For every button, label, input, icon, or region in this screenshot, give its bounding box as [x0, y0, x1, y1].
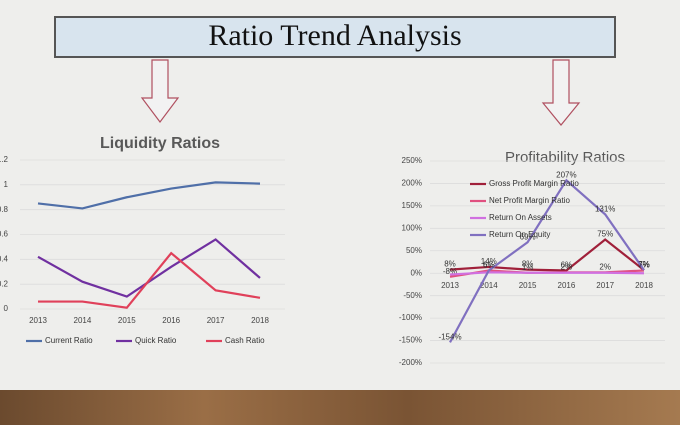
data-label: 6%: [483, 261, 495, 270]
x-tick-label: 2017: [596, 281, 614, 290]
data-label: 8%: [522, 260, 534, 269]
legend-label: Quick Ratio: [135, 336, 177, 345]
data-label: 69%: [520, 232, 536, 241]
y-tick-label: -150%: [399, 336, 422, 345]
chart-title: Profitability Ratios: [505, 149, 625, 166]
y-tick-label: 0.8: [0, 205, 9, 214]
y-tick-label: 0.6: [0, 230, 9, 239]
x-tick-label: 2014: [480, 281, 498, 290]
data-label: 14%: [481, 257, 497, 266]
series-line: [449, 271, 645, 276]
data-label: 1%: [522, 263, 534, 272]
x-tick-label: 2016: [162, 316, 180, 325]
data-label: 2%: [599, 262, 611, 271]
data-label: 207%: [556, 170, 576, 179]
arrow: [541, 59, 581, 126]
legend-label: Return On Assets: [489, 213, 552, 222]
arrow: [140, 59, 180, 123]
data-label: 2%: [561, 262, 573, 271]
y-tick-label: 0.4: [0, 254, 9, 263]
series-line: [449, 238, 645, 272]
y-tick-label: 1: [4, 180, 9, 189]
x-tick-label: 2014: [74, 316, 92, 325]
data-label: -8%: [443, 267, 457, 276]
y-tick-label: -200%: [399, 358, 422, 367]
legend-label: Gross Profit Margin Ratio: [489, 179, 579, 188]
y-tick-label: 0: [4, 304, 9, 313]
data-label: 75%: [597, 230, 613, 239]
x-tick-label: 2013: [29, 316, 47, 325]
y-tick-label: -100%: [399, 313, 422, 322]
y-tick-label: 0%: [410, 268, 422, 277]
x-tick-label: 2017: [207, 316, 225, 325]
y-tick-label: 100%: [402, 223, 422, 232]
chart-title: Liquidity Ratios: [100, 135, 220, 152]
data-label: 6%: [561, 261, 573, 270]
x-tick-label: 2016: [558, 281, 576, 290]
data-label: 7%: [638, 260, 650, 269]
y-tick-label: 50%: [406, 246, 422, 255]
floor: [0, 390, 680, 425]
slide-title: Ratio Trend Analysis: [208, 19, 461, 52]
x-tick-label: 2015: [519, 281, 537, 290]
y-tick-label: 250%: [402, 156, 422, 165]
x-tick-label: 2018: [635, 281, 653, 290]
legend-label: Current Ratio: [45, 336, 93, 345]
y-tick-label: 150%: [402, 201, 422, 210]
legend-label: Cash Ratio: [225, 336, 265, 345]
data-label: 131%: [595, 205, 615, 214]
series-line: [449, 178, 645, 343]
legend-label: Return On Equity: [489, 230, 550, 239]
data-label: 6%: [638, 261, 650, 270]
x-tick-label: 2013: [441, 281, 459, 290]
y-tick-label: 1.2: [0, 155, 9, 164]
title-box: [54, 16, 616, 58]
x-tick-label: 2018: [251, 316, 269, 325]
y-tick-label: -50%: [403, 291, 422, 300]
data-label: -154%: [438, 332, 461, 341]
x-tick-label: 2015: [118, 316, 136, 325]
data-label: 7%: [638, 260, 650, 269]
y-tick-label: 200%: [402, 179, 422, 188]
data-label: 6%: [483, 261, 495, 270]
y-tick-label: 0.2: [0, 279, 9, 288]
data-label: 8%: [444, 260, 456, 269]
series-line: [37, 181, 261, 210]
series-line: [38, 251, 261, 309]
legend-label: Net Profit Margin Ratio: [489, 196, 570, 205]
